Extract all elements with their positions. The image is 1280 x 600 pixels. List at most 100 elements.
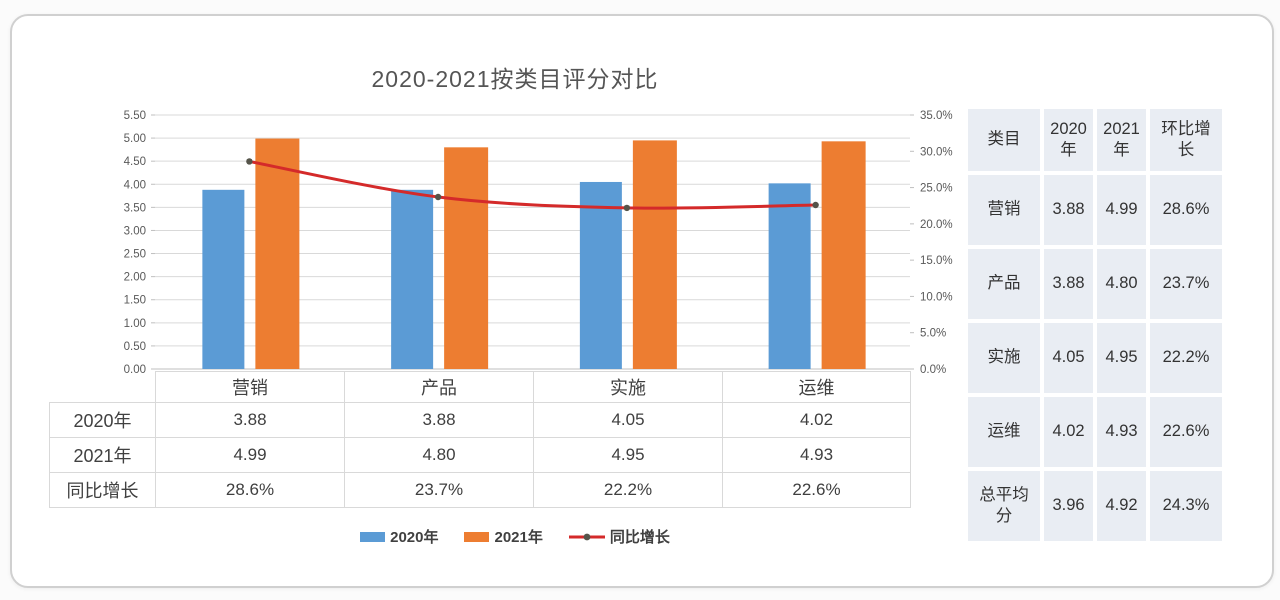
bar-2020年-产品 (391, 189, 434, 369)
left-axis-tick-label: 3.00 (124, 225, 146, 237)
summary-rowlabel-cell: 产品 (968, 249, 1040, 319)
table-row: 2020年 3.88 3.88 4.05 4.02 (49, 402, 911, 438)
left-axis-tick-label: 2.50 (124, 249, 146, 261)
summary-value-cell: 28.6% (1150, 175, 1222, 245)
legend-item-2020年: 2020年 (360, 526, 438, 547)
table-row: 营销 产品 实施 运维 (50, 371, 911, 403)
left-axis-tick-label: 4.50 (124, 156, 146, 168)
summary-value-cell: 4.80 (1097, 249, 1146, 319)
legend-label: 2021年 (494, 529, 543, 546)
left-axis-tick-label: 3.50 (124, 202, 146, 214)
value-cell: 4.05 (533, 402, 723, 438)
legend-item-2021年: 2021年 (464, 526, 543, 547)
chart-data-table: 营销 产品 实施 运维 2020年 3.88 3.88 4.05 4.02 2021年 4.99 4.… (49, 371, 911, 508)
summary-value-cell: 4.93 (1097, 397, 1146, 467)
chart-card: 2020-2021按类目评分对比 5.50 5.00 4.50 4.00 3.50 3.0… (10, 14, 1274, 588)
growth-line-marker-实施 (623, 204, 631, 212)
left-axis-tick-label: 2.00 (124, 272, 146, 284)
right-axis-tick-label: 35.0% (920, 110, 953, 122)
value-cell: 4.80 (344, 437, 534, 473)
growth-line-marker-营销 (246, 158, 253, 165)
left-axis-tick-label: 1.50 (124, 295, 146, 307)
bar-2020年-实施 (579, 181, 622, 369)
right-axis-tick-label: 0.0% (920, 364, 946, 376)
left-axis-tick-label: 4.00 (124, 179, 146, 191)
chart-legend: 2020年 2021年 同比增长 (132, 526, 898, 547)
value-cell: 4.93 (722, 437, 911, 473)
left-axis-tick-label: 1.00 (124, 318, 146, 330)
table-row: 同比增长 28.6% 23.7% 22.2% 22.6% (49, 472, 911, 508)
right-axis-tick-label: 15.0% (920, 255, 953, 267)
legend-line-marker-icon (568, 533, 605, 540)
bar-2020年-运维 (768, 183, 811, 369)
value-cell: 4.95 (533, 437, 723, 473)
value-cell: 22.6% (722, 472, 911, 508)
summary-rowlabel-cell: 营销 (968, 175, 1040, 245)
summary-value-cell: 3.88 (1044, 175, 1093, 245)
legend-swatch-icon (464, 531, 490, 542)
bar-2021年-实施 (632, 140, 677, 369)
table-row: 营销 3.88 4.99 28.6% (968, 175, 1222, 245)
series-label-cell: 同比增长 (49, 472, 156, 508)
value-cell: 4.99 (155, 437, 345, 473)
summary-value-cell: 24.3% (1150, 471, 1222, 541)
category-header-cell: 实施 (533, 371, 723, 403)
right-axis-tick-label: 25.0% (920, 183, 953, 195)
legend-label: 2020年 (390, 529, 439, 546)
summary-value-cell: 22.2% (1150, 323, 1222, 393)
table-row: 2021年 4.99 4.80 4.95 4.93 (49, 437, 911, 473)
category-header-cell: 产品 (344, 371, 534, 403)
summary-value-cell: 3.88 (1044, 249, 1093, 319)
bar-2020年-营销 (202, 189, 245, 369)
series-label-cell: 2021年 (49, 437, 156, 473)
summary-table: 类目 2020年 2021年 环比增长 营销 3.88 4.99 28.6% 产品 3.88 4.8… (964, 105, 1226, 545)
value-cell: 22.2% (533, 472, 723, 508)
table-row: 实施 4.05 4.95 22.2% (968, 323, 1222, 393)
summary-header-cell: 环比增长 (1150, 109, 1222, 171)
summary-value-cell: 4.05 (1044, 323, 1093, 393)
category-header-cell: 运维 (722, 371, 911, 403)
summary-value-cell: 4.95 (1097, 323, 1146, 393)
combo-chart-plot: 5.50 5.00 4.50 4.00 3.50 3.00 2.50 2.00 1.50 1.00… (124, 110, 953, 376)
right-axis-tick-label: 30.0% (920, 146, 953, 158)
growth-line-marker-运维 (812, 201, 819, 209)
summary-header-cell: 类目 (968, 109, 1040, 171)
table-corner-cell (50, 372, 156, 403)
left-axis-tick-label: 0.00 (124, 364, 146, 376)
category-header-cell: 营销 (155, 371, 345, 403)
legend-item-同比增长: 同比增长 (568, 526, 670, 547)
left-axis-tick-label: 5.50 (124, 110, 146, 122)
bar-2021年-营销 (255, 138, 300, 369)
right-axis-tick-label: 5.0% (920, 328, 946, 340)
value-cell: 3.88 (155, 402, 345, 438)
table-row: 产品 3.88 4.80 23.7% (968, 249, 1222, 319)
table-row: 运维 4.02 4.93 22.6% (968, 397, 1222, 467)
summary-header-cell: 2020年 (1044, 109, 1093, 171)
summary-value-cell: 4.92 (1097, 471, 1146, 541)
summary-value-cell: 3.96 (1044, 471, 1093, 541)
bar-2021年-运维 (821, 141, 866, 369)
summary-value-cell: 23.7% (1150, 249, 1222, 319)
legend-label: 同比增长 (609, 529, 670, 546)
summary-rowlabel-cell: 运维 (968, 397, 1040, 467)
growth-line (249, 159, 816, 210)
right-axis-tick-label: 20.0% (920, 219, 953, 231)
table-row: 类目 2020年 2021年 环比增长 (968, 109, 1222, 171)
summary-rowlabel-cell: 实施 (968, 323, 1040, 393)
value-cell: 23.7% (344, 472, 534, 508)
series-label-cell: 2020年 (49, 402, 156, 438)
summary-value-cell: 22.6% (1150, 397, 1222, 467)
growth-line-marker-产品 (434, 193, 442, 201)
right-axis-tick-label: 10.0% (920, 291, 953, 303)
chart-title: 2020-2021按类目评分对比 (371, 66, 659, 92)
summary-rowlabel-cell: 总平均分 (968, 471, 1040, 541)
bar-2021年-产品 (444, 147, 489, 369)
legend-swatch-icon (360, 531, 386, 542)
left-axis-tick-label: 5.00 (124, 133, 146, 145)
value-cell: 4.02 (722, 402, 911, 438)
summary-header-cell: 2021年 (1097, 109, 1146, 171)
value-cell: 3.88 (344, 402, 534, 438)
table-row: 总平均分 3.96 4.92 24.3% (968, 471, 1222, 541)
value-cell: 28.6% (155, 472, 345, 508)
summary-value-cell: 4.99 (1097, 175, 1146, 245)
